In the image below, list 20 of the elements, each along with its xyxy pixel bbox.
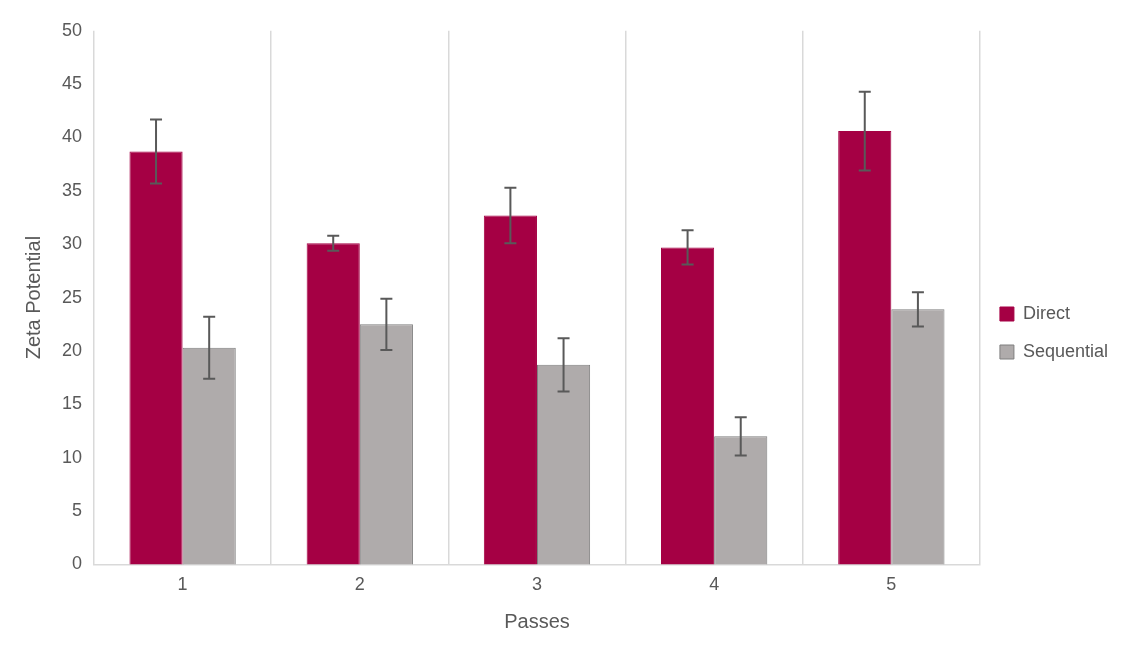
- x-tick-label: 1: [177, 574, 188, 595]
- x-tick-label: 3: [531, 574, 542, 595]
- legend-label: Direct: [1022, 302, 1070, 323]
- y-axis-title: Zeta Potential: [21, 235, 44, 360]
- y-tick-label: 25: [61, 286, 83, 307]
- y-tick-label: 40: [61, 126, 83, 147]
- y-tick-label: 20: [61, 339, 83, 360]
- legend-label: Sequential: [1022, 340, 1109, 361]
- y-tick-label: 10: [61, 446, 83, 467]
- y-tick-label: 5: [72, 500, 83, 521]
- y-tick-label: 35: [61, 179, 83, 200]
- x-tick-label: 4: [709, 574, 720, 595]
- x-tick-label: 5: [886, 574, 897, 595]
- y-tick-label: 15: [61, 393, 83, 414]
- y-tick-label: 45: [61, 73, 83, 94]
- y-tick-label: 0: [72, 553, 83, 574]
- x-tick-label: 2: [354, 574, 365, 595]
- y-tick-label: 50: [61, 19, 83, 40]
- x-axis-title: Passes: [504, 609, 570, 632]
- y-tick-label: 30: [61, 233, 83, 254]
